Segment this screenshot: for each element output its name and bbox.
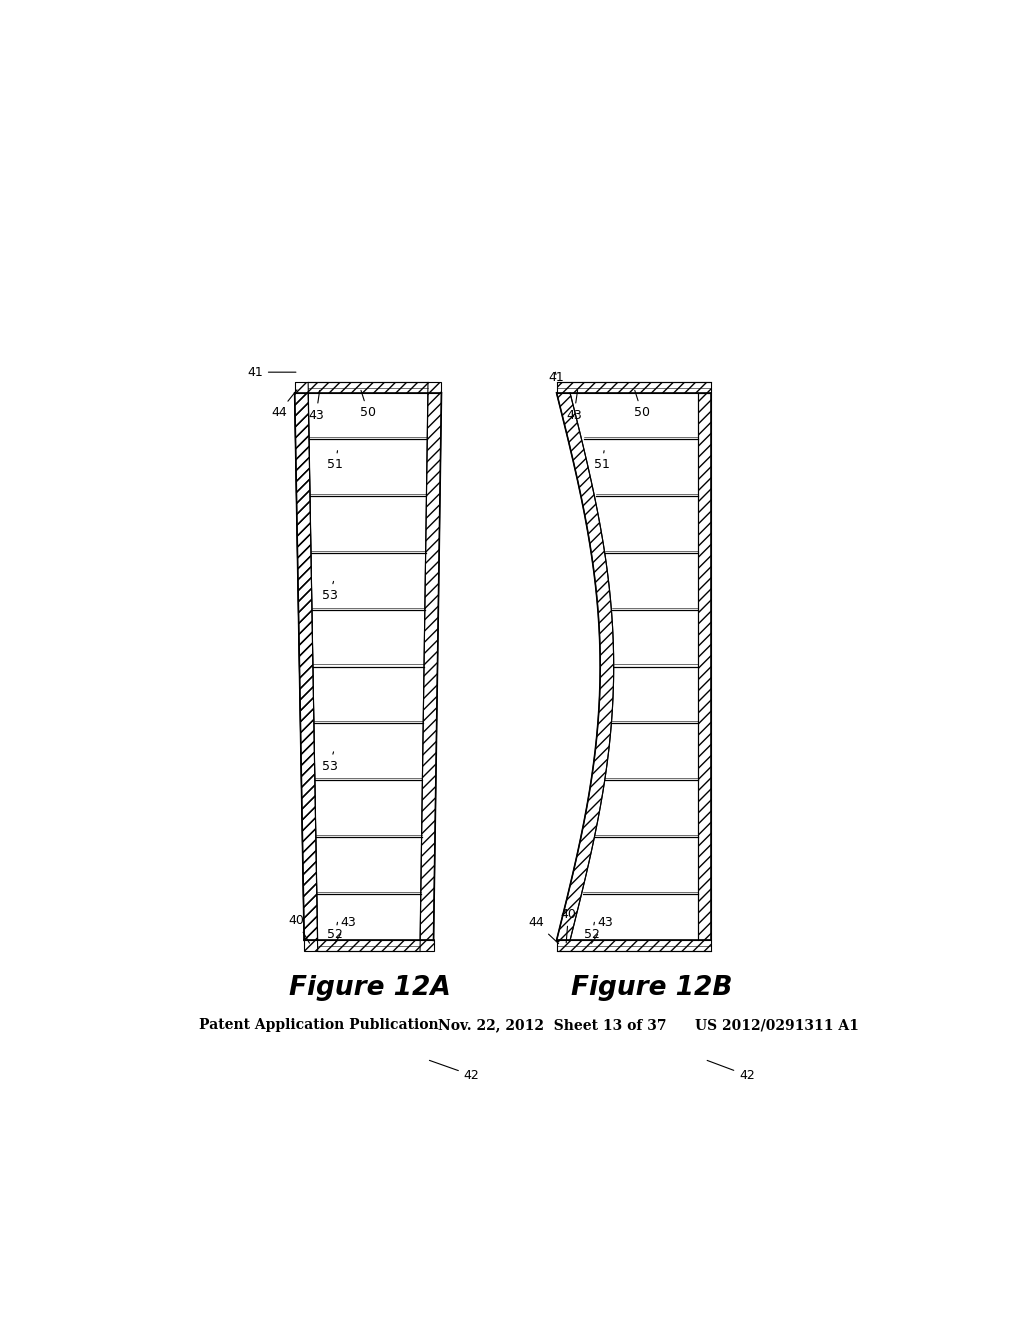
Text: 41: 41 bbox=[247, 366, 296, 379]
Polygon shape bbox=[697, 393, 712, 940]
Polygon shape bbox=[304, 940, 433, 950]
Polygon shape bbox=[295, 383, 441, 393]
Text: 43: 43 bbox=[308, 391, 324, 421]
Polygon shape bbox=[295, 393, 317, 950]
Text: 41: 41 bbox=[549, 371, 564, 384]
Polygon shape bbox=[557, 940, 712, 950]
Text: 43: 43 bbox=[566, 391, 582, 421]
Text: 40: 40 bbox=[560, 908, 577, 942]
Text: Nov. 22, 2012  Sheet 13 of 37: Nov. 22, 2012 Sheet 13 of 37 bbox=[437, 1018, 666, 1032]
Text: Patent Application Publication: Patent Application Publication bbox=[200, 1018, 439, 1032]
Text: 52: 52 bbox=[584, 923, 600, 941]
Text: 52: 52 bbox=[328, 923, 343, 941]
Text: 51: 51 bbox=[594, 450, 609, 471]
Text: 43: 43 bbox=[592, 916, 613, 944]
Text: 43: 43 bbox=[335, 916, 355, 944]
Polygon shape bbox=[295, 393, 317, 940]
Text: 53: 53 bbox=[322, 752, 338, 772]
Polygon shape bbox=[308, 383, 428, 950]
Text: US 2012/0291311 A1: US 2012/0291311 A1 bbox=[695, 1018, 859, 1032]
Text: 50: 50 bbox=[634, 391, 650, 420]
Text: 42: 42 bbox=[708, 1060, 755, 1082]
Text: Figure 12A: Figure 12A bbox=[289, 975, 451, 1001]
Text: 40: 40 bbox=[289, 913, 309, 944]
Polygon shape bbox=[557, 383, 712, 393]
Text: 44: 44 bbox=[271, 389, 297, 420]
Polygon shape bbox=[570, 393, 697, 940]
Text: 53: 53 bbox=[322, 581, 338, 602]
Text: Figure 12B: Figure 12B bbox=[571, 975, 732, 1001]
Text: 42: 42 bbox=[429, 1060, 479, 1082]
Text: 51: 51 bbox=[328, 450, 343, 471]
Text: 50: 50 bbox=[360, 391, 376, 420]
Text: 44: 44 bbox=[528, 916, 558, 944]
Polygon shape bbox=[557, 393, 613, 940]
Polygon shape bbox=[420, 393, 441, 940]
